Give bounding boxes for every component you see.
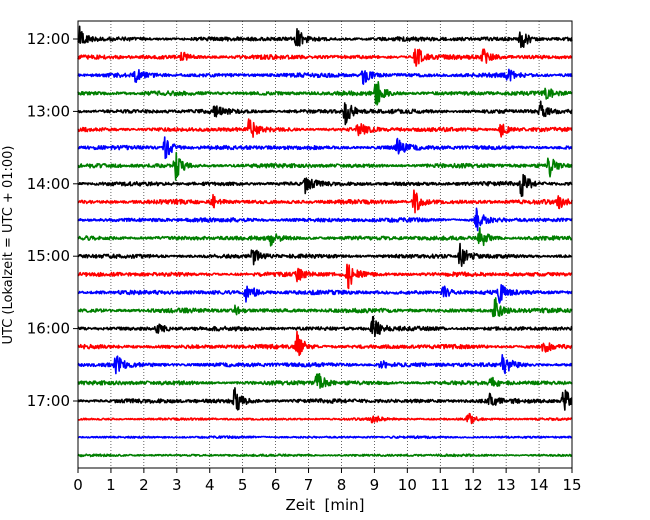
y-axis-label: UTC (Lokalzeit = UTC + 01:00) <box>1 146 16 345</box>
plot-area-frame <box>77 20 573 469</box>
x-tick-label: 7 <box>304 476 314 494</box>
trace-1315 <box>77 118 573 138</box>
trace-1645 <box>77 373 573 389</box>
x-tick-label: 13 <box>497 476 516 494</box>
trace-1730 <box>77 435 573 440</box>
trace-1300 <box>77 100 573 126</box>
trace-1600 <box>77 315 573 338</box>
x-tick-label: 4 <box>205 476 215 494</box>
y-axis-ticks: 12:00 13:00 14:00 15:00 16:00 17:00 <box>27 30 78 410</box>
trace-1500 <box>77 242 573 267</box>
x-tick-label: 5 <box>238 476 248 494</box>
y-tick-label: 13:00 <box>27 102 70 120</box>
x-tick-label: 2 <box>139 476 149 494</box>
x-tick-label: 11 <box>431 476 450 494</box>
x-tick-label: 3 <box>172 476 182 494</box>
y-tick-label: 16:00 <box>27 320 70 338</box>
trace-group <box>77 25 573 458</box>
x-axis-label: Zeit [min] <box>285 496 364 514</box>
x-axis-ticks: 0 1 2 3 4 5 6 7 8 9 10 11 12 13 14 15 <box>73 468 582 494</box>
trace-1215 <box>77 48 573 67</box>
y-tick-label: 14:00 <box>27 175 70 193</box>
trace-1515 <box>77 263 573 290</box>
x-tick-label: 15 <box>562 476 581 494</box>
y-tick-label: 17:00 <box>27 392 70 410</box>
x-tick-label: 8 <box>337 476 347 494</box>
x-tick-label: 14 <box>530 476 549 494</box>
trace-1630 <box>77 354 573 375</box>
trace-1200 <box>77 25 573 49</box>
x-tick-label: 9 <box>370 476 380 494</box>
trace-1430 <box>77 207 573 232</box>
y-tick-label: 12:00 <box>27 30 70 48</box>
trace-1530 <box>77 283 573 304</box>
x-tick-label: 0 <box>73 476 83 494</box>
trace-1745 <box>77 453 573 458</box>
x-tick-label: 12 <box>464 476 483 494</box>
x-tick-label: 6 <box>271 476 281 494</box>
trace-1345 <box>77 151 573 181</box>
trace-1415 <box>77 189 573 214</box>
trace-1400 <box>77 173 573 198</box>
trace-1330 <box>77 136 573 160</box>
trace-1230 <box>77 68 573 85</box>
trace-1615 <box>77 330 573 357</box>
trace-1715 <box>77 412 573 425</box>
trace-1545 <box>77 297 573 318</box>
y-tick-label: 15:00 <box>27 247 70 265</box>
x-tick-label: 10 <box>398 476 417 494</box>
x-tick-label: 1 <box>106 476 116 494</box>
trace-1245 <box>77 81 573 106</box>
trace-1445 <box>77 227 573 247</box>
trace-1700 <box>77 387 573 411</box>
